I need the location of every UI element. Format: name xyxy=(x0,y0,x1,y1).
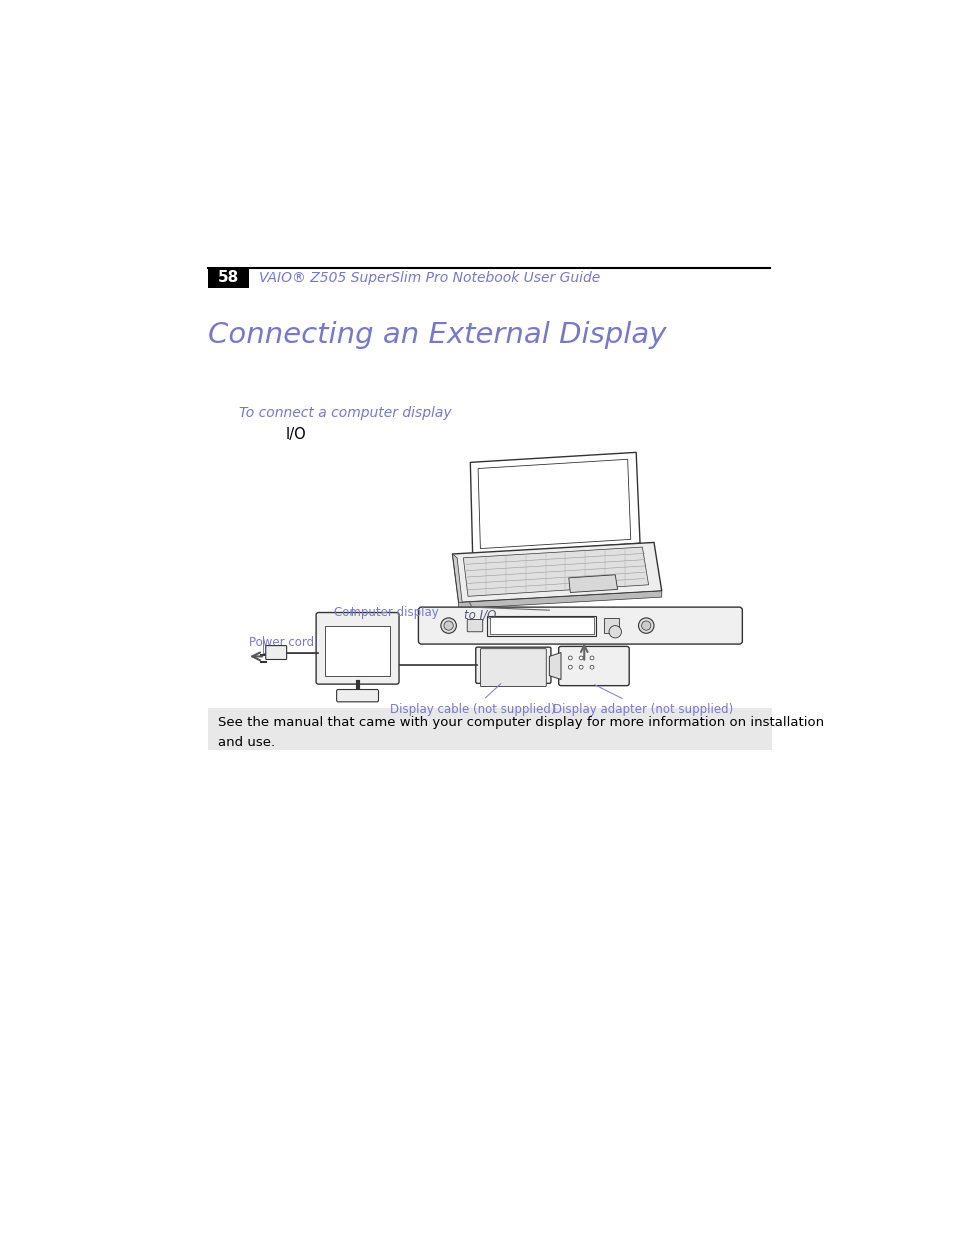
Circle shape xyxy=(443,621,453,630)
Bar xyxy=(324,626,390,676)
Polygon shape xyxy=(470,543,636,564)
Bar xyxy=(208,708,771,751)
Polygon shape xyxy=(568,574,617,593)
Text: I/O: I/O xyxy=(286,427,306,442)
Circle shape xyxy=(440,618,456,634)
FancyBboxPatch shape xyxy=(467,620,482,632)
Circle shape xyxy=(568,656,572,659)
FancyBboxPatch shape xyxy=(266,646,286,659)
Circle shape xyxy=(568,666,572,669)
Text: Display cable (not supplied): Display cable (not supplied) xyxy=(390,684,556,715)
Polygon shape xyxy=(463,547,648,597)
Bar xyxy=(487,615,596,636)
FancyBboxPatch shape xyxy=(558,646,629,685)
Text: to I/O: to I/O xyxy=(464,609,496,621)
Circle shape xyxy=(590,666,594,669)
Text: VAIO® Z505 SuperSlim Pro Notebook User Guide: VAIO® Z505 SuperSlim Pro Notebook User G… xyxy=(258,270,599,285)
Circle shape xyxy=(578,656,582,659)
Text: Connecting an External Display: Connecting an External Display xyxy=(208,321,666,350)
Text: See the manual that came with your computer display for more information on inst: See the manual that came with your compu… xyxy=(218,716,823,748)
Text: Computer display: Computer display xyxy=(334,606,438,619)
FancyBboxPatch shape xyxy=(476,647,550,683)
Bar xyxy=(489,618,593,634)
Polygon shape xyxy=(452,542,661,603)
Text: Power cord: Power cord xyxy=(249,636,314,648)
Bar xyxy=(208,268,249,288)
Polygon shape xyxy=(470,452,639,555)
Text: Display adapter (not supplied): Display adapter (not supplied) xyxy=(553,684,733,715)
Circle shape xyxy=(578,666,582,669)
Text: 58: 58 xyxy=(217,270,239,285)
FancyBboxPatch shape xyxy=(336,689,378,701)
FancyBboxPatch shape xyxy=(418,608,741,645)
FancyBboxPatch shape xyxy=(480,648,546,687)
Text: To connect a computer display: To connect a computer display xyxy=(239,406,452,420)
Polygon shape xyxy=(458,592,661,609)
Circle shape xyxy=(641,621,650,630)
Polygon shape xyxy=(477,459,630,548)
FancyBboxPatch shape xyxy=(315,613,398,684)
Circle shape xyxy=(608,626,620,638)
Circle shape xyxy=(590,656,594,659)
Polygon shape xyxy=(452,555,462,606)
Bar xyxy=(603,618,618,634)
Circle shape xyxy=(638,618,654,634)
Polygon shape xyxy=(549,652,560,679)
